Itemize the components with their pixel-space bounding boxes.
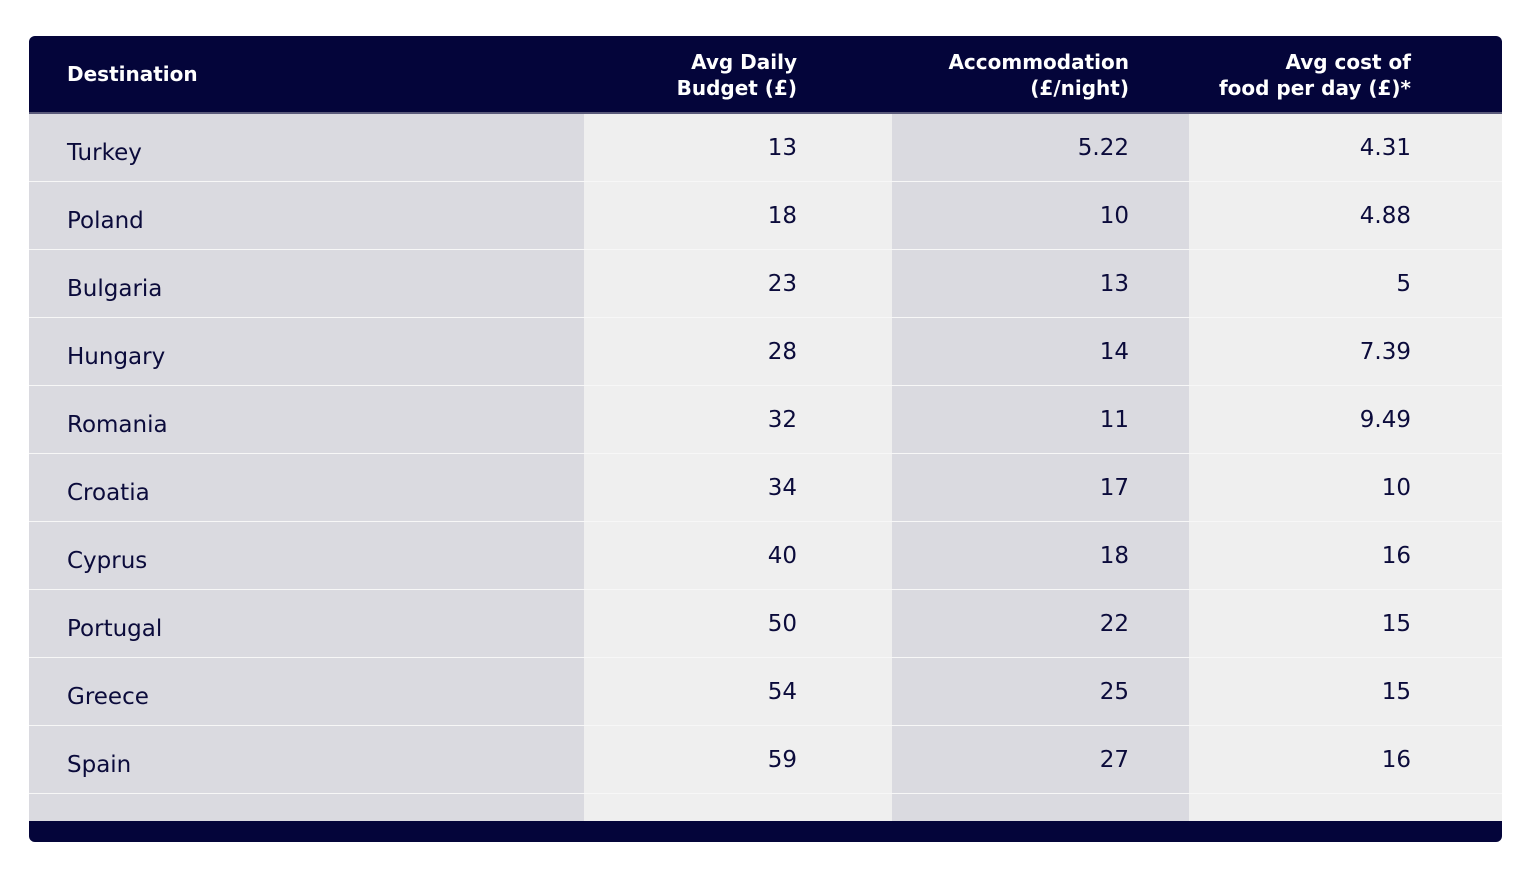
cell-destination: Spain xyxy=(67,752,132,778)
row-divider xyxy=(29,385,1502,386)
cell-destination: Bulgaria xyxy=(67,276,163,302)
cell-budget: 50 xyxy=(767,611,797,637)
row-divider xyxy=(29,589,1502,590)
cell-destination: Poland xyxy=(67,208,144,234)
cell-food: 9.49 xyxy=(1359,407,1411,433)
cell-food: 10 xyxy=(1381,475,1411,501)
cell-accommodation: 13 xyxy=(1099,271,1129,297)
cell-destination: Croatia xyxy=(67,480,150,506)
cell-accommodation: 5.22 xyxy=(1077,135,1129,161)
column-shade-food xyxy=(1189,36,1502,842)
cell-budget: 13 xyxy=(767,135,797,161)
cell-budget: 18 xyxy=(767,203,797,229)
cell-food: 15 xyxy=(1381,611,1411,637)
row-divider xyxy=(29,521,1502,522)
cell-food: 5 xyxy=(1396,271,1411,297)
row-divider xyxy=(29,453,1502,454)
cell-budget: 32 xyxy=(767,407,797,433)
cell-food: 15 xyxy=(1381,679,1411,705)
header-budget: Avg Daily Budget (£) xyxy=(677,49,797,101)
row-divider xyxy=(29,181,1502,182)
header-food: Avg cost of food per day (£)* xyxy=(1219,49,1411,101)
row-divider xyxy=(29,725,1502,726)
cell-accommodation: 14 xyxy=(1099,339,1129,365)
cell-destination: Turkey xyxy=(67,140,142,166)
table-header xyxy=(29,36,1502,114)
table-row: Cyprus 40 18 16 xyxy=(29,522,1502,590)
cell-destination: Hungary xyxy=(67,344,166,370)
cell-budget: 28 xyxy=(767,339,797,365)
cell-budget: 40 xyxy=(767,543,797,569)
table-row: Greece 54 25 15 xyxy=(29,658,1502,726)
budget-table: Destination Avg Daily Budget (£) Accommo… xyxy=(29,36,1502,842)
cell-budget: 34 xyxy=(767,475,797,501)
cell-food: 7.39 xyxy=(1359,339,1411,365)
row-divider xyxy=(29,793,1502,794)
table-row: Turkey 13 5.22 4.31 xyxy=(29,114,1502,182)
cell-destination: Cyprus xyxy=(67,548,148,574)
header-food-line-1: Avg cost of xyxy=(1285,50,1411,74)
cell-food: 4.31 xyxy=(1359,135,1411,161)
cell-accommodation: 27 xyxy=(1099,747,1129,773)
header-accommodation-line-2: (£/night) xyxy=(1030,76,1129,100)
cell-food: 4.88 xyxy=(1359,203,1411,229)
cell-accommodation: 25 xyxy=(1099,679,1129,705)
cell-budget: 23 xyxy=(767,271,797,297)
row-divider xyxy=(29,249,1502,250)
table-row: Portugal 50 22 15 xyxy=(29,590,1502,658)
cell-budget: 59 xyxy=(767,747,797,773)
cell-food: 16 xyxy=(1381,747,1411,773)
cell-destination: Romania xyxy=(67,412,168,438)
row-divider xyxy=(29,657,1502,658)
cell-destination: Portugal xyxy=(67,616,163,642)
table-row: Spain 59 27 16 xyxy=(29,726,1502,794)
cell-budget: 54 xyxy=(767,679,797,705)
header-destination: Destination xyxy=(67,61,198,87)
header-destination-line-1: Destination xyxy=(67,62,198,86)
table-row: Hungary 28 14 7.39 xyxy=(29,318,1502,386)
column-shade-budget xyxy=(584,36,892,842)
cell-accommodation: 18 xyxy=(1099,543,1129,569)
table-row: Romania 32 11 9.49 xyxy=(29,386,1502,454)
table-row: Poland 18 10 4.88 xyxy=(29,182,1502,250)
cell-accommodation: 10 xyxy=(1099,203,1129,229)
cell-accommodation: 11 xyxy=(1099,407,1129,433)
cell-accommodation: 22 xyxy=(1099,611,1129,637)
header-budget-line-1: Avg Daily xyxy=(691,50,797,74)
header-food-line-2: food per day (£)* xyxy=(1218,76,1411,100)
header-accommodation: Accommodation (£/night) xyxy=(948,49,1129,101)
column-shade-destination xyxy=(29,36,584,842)
table-row: Bulgaria 23 13 5 xyxy=(29,250,1502,318)
cell-destination: Greece xyxy=(67,684,149,710)
row-divider xyxy=(29,317,1502,318)
cell-accommodation: 17 xyxy=(1099,475,1129,501)
cell-food: 16 xyxy=(1381,543,1411,569)
header-budget-line-2: Budget (£) xyxy=(676,76,797,100)
column-shade-accommodation xyxy=(892,36,1189,842)
table-footer xyxy=(29,821,1502,842)
header-accommodation-line-1: Accommodation xyxy=(948,50,1129,74)
table-row: Croatia 34 17 10 xyxy=(29,454,1502,522)
